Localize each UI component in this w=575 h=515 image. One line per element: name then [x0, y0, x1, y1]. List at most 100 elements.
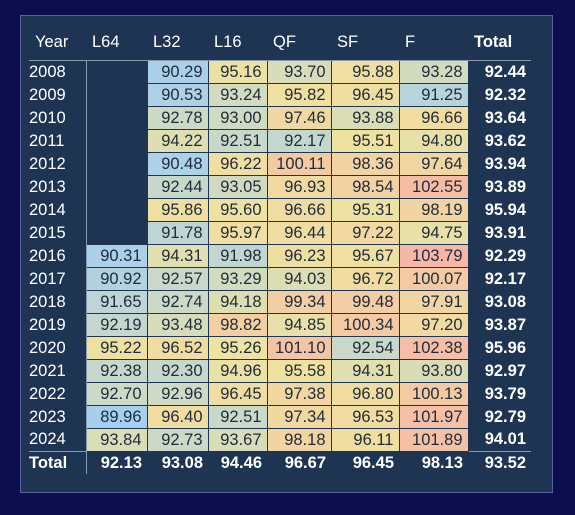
- matrix-cell[interactable]: 94.31: [146, 243, 209, 268]
- matrix-cell[interactable]: [85, 220, 148, 245]
- column-total-cell[interactable]: 93.08: [147, 450, 208, 474]
- row-total-cell[interactable]: 92.17: [484, 269, 526, 288]
- row-total-cell[interactable]: 93.62: [484, 131, 526, 150]
- table-row[interactable]: 2019 92.19 93.48 98.82 94.85 100.34 97.20 93.87: [29, 312, 531, 337]
- column-total-cell[interactable]: 98.13: [399, 450, 468, 474]
- row-total-cell[interactable]: 93.79: [484, 384, 526, 403]
- matrix-cell[interactable]: 89.96: [85, 404, 148, 429]
- matrix-cell[interactable]: 96.23: [266, 243, 332, 268]
- matrix-cell[interactable]: 93.80: [398, 358, 469, 383]
- matrix-cell[interactable]: 94.80: [398, 128, 469, 153]
- matrix-cell[interactable]: 90.92: [85, 266, 148, 291]
- matrix-cell[interactable]: 90.53: [146, 82, 209, 107]
- matrix-cell[interactable]: 98.54: [330, 174, 400, 199]
- row-total-cell[interactable]: 95.96: [484, 338, 526, 357]
- matrix-cell[interactable]: 96.66: [398, 105, 469, 130]
- matrix-cell[interactable]: 92.74: [146, 289, 209, 314]
- row-header-year[interactable]: 2013: [29, 175, 87, 198]
- matrix-cell[interactable]: 92.19: [85, 312, 148, 337]
- matrix-cell[interactable]: 93.67: [207, 427, 268, 452]
- row-header-year[interactable]: 2017: [29, 267, 87, 290]
- matrix-cell[interactable]: 96.52: [146, 335, 209, 360]
- column-header-total[interactable]: Total: [468, 24, 531, 61]
- matrix-cell[interactable]: 95.22: [85, 335, 148, 360]
- matrix-cell[interactable]: 95.31: [330, 197, 400, 222]
- matrix-cell[interactable]: [85, 197, 148, 222]
- matrix-cell[interactable]: 94.31: [330, 358, 400, 383]
- row-header-year[interactable]: 2014: [29, 198, 87, 221]
- matrix-cell[interactable]: 94.22: [146, 128, 209, 153]
- row-total-cell[interactable]: 93.08: [484, 292, 526, 311]
- table-row[interactable]: 2020 95.22 96.52 95.26 101.10 92.54 102.38 95.9…: [29, 335, 531, 360]
- matrix-cell[interactable]: 100.11: [266, 151, 332, 176]
- matrix-cell[interactable]: 97.22: [330, 220, 400, 245]
- matrix-cell[interactable]: 96.80: [330, 381, 400, 406]
- row-header-year[interactable]: 2018: [29, 290, 87, 313]
- matrix-cell[interactable]: 99.34: [266, 289, 332, 314]
- matrix-cell[interactable]: 96.45: [330, 82, 400, 107]
- matrix-cell[interactable]: 90.48: [146, 151, 209, 176]
- matrix-cell[interactable]: 95.86: [146, 197, 209, 222]
- matrix-cell[interactable]: 96.45: [207, 381, 268, 406]
- matrix-cell[interactable]: 90.29: [146, 59, 209, 84]
- row-header-year[interactable]: 2011: [29, 129, 87, 152]
- row-total-cell[interactable]: 92.32: [484, 85, 526, 104]
- row-total-cell[interactable]: 92.97: [484, 361, 526, 380]
- row-header-year[interactable]: 2020: [29, 336, 87, 359]
- row-total-cell[interactable]: 94.01: [484, 430, 526, 449]
- row-total-cell[interactable]: 93.91: [484, 223, 526, 242]
- matrix-cell[interactable]: 97.34: [266, 404, 332, 429]
- table-row[interactable]: 2015 91.78 95.97 96.44 97.22 94.75 93.91: [29, 220, 531, 245]
- column-total-cell[interactable]: 96.67: [267, 450, 331, 474]
- table-row[interactable]: 2008 90.29 95.16 93.70 95.88 93.28 92.44: [29, 59, 531, 84]
- row-header-year[interactable]: 2024: [29, 428, 87, 451]
- row-header-year[interactable]: 2010: [29, 106, 87, 129]
- matrix-cell[interactable]: 91.98: [207, 243, 268, 268]
- matrix-cell[interactable]: 96.11: [330, 427, 400, 452]
- table-row[interactable]: 2014 95.86 95.60 96.66 95.31 98.19 95.94: [29, 197, 531, 222]
- matrix-cell[interactable]: [85, 59, 148, 84]
- row-header-year[interactable]: 2016: [29, 244, 87, 267]
- row-header-year[interactable]: 2019: [29, 313, 87, 336]
- matrix-cell[interactable]: 92.30: [146, 358, 209, 383]
- row-total-cell[interactable]: 93.94: [484, 154, 526, 173]
- matrix-cell[interactable]: 100.34: [330, 312, 400, 337]
- matrix-cell[interactable]: 95.16: [207, 59, 268, 84]
- row-total-cell[interactable]: 95.94: [484, 200, 526, 219]
- table-row[interactable]: 2009 90.53 93.24 95.82 96.45 91.25 92.32: [29, 82, 531, 107]
- matrix-cell[interactable]: 91.65: [85, 289, 148, 314]
- matrix-cell[interactable]: 94.75: [398, 220, 469, 245]
- matrix-cell[interactable]: 98.36: [330, 151, 400, 176]
- matrix-cell[interactable]: 97.38: [266, 381, 332, 406]
- matrix-cell[interactable]: 102.55: [398, 174, 469, 199]
- matrix-cell[interactable]: 96.22: [207, 151, 268, 176]
- table-row[interactable]: 2011 94.22 92.51 92.17 95.51 94.80 93.62: [29, 128, 531, 153]
- table-row[interactable]: 2018 91.65 92.74 94.18 99.34 99.48 97.91 93.08: [29, 289, 531, 314]
- matrix-cell[interactable]: 97.46: [266, 105, 332, 130]
- matrix-cell[interactable]: 98.19: [398, 197, 469, 222]
- column-total-cell[interactable]: 92.13: [86, 450, 147, 474]
- grand-total-cell[interactable]: 93.52: [468, 450, 531, 474]
- matrix-cell[interactable]: 100.07: [398, 266, 469, 291]
- matrix-cell[interactable]: 94.85: [266, 312, 332, 337]
- matrix-cell[interactable]: 101.10: [266, 335, 332, 360]
- matrix-cell[interactable]: 95.58: [266, 358, 332, 383]
- table-row[interactable]: 2024 93.84 92.73 93.67 98.18 96.11 101.89 94.01: [29, 427, 531, 452]
- table-row[interactable]: 2012 90.48 96.22 100.11 98.36 97.64 93.94: [29, 151, 531, 176]
- matrix-cell[interactable]: [85, 128, 148, 153]
- matrix-cell[interactable]: 95.60: [207, 197, 268, 222]
- matrix-cell[interactable]: 98.82: [207, 312, 268, 337]
- matrix-cell[interactable]: 101.97: [398, 404, 469, 429]
- column-total-cell[interactable]: 94.46: [208, 450, 267, 474]
- column-total-cell[interactable]: 96.45: [331, 450, 399, 474]
- matrix-cell[interactable]: 91.25: [398, 82, 469, 107]
- row-header-year[interactable]: 2022: [29, 382, 87, 405]
- grand-total-row[interactable]: Total 92.13 93.08 94.46 96.67 96.45 98.13 93.52: [29, 450, 531, 474]
- matrix-cell[interactable]: 95.51: [330, 128, 400, 153]
- matrix-cell[interactable]: 92.51: [207, 404, 268, 429]
- matrix-cell[interactable]: 92.78: [146, 105, 209, 130]
- table-row[interactable]: 2013 92.44 93.05 96.93 98.54 102.55 93.89: [29, 174, 531, 199]
- matrix-cell[interactable]: 96.44: [266, 220, 332, 245]
- matrix-cell[interactable]: 93.28: [398, 59, 469, 84]
- column-header-l16[interactable]: L16: [208, 24, 267, 61]
